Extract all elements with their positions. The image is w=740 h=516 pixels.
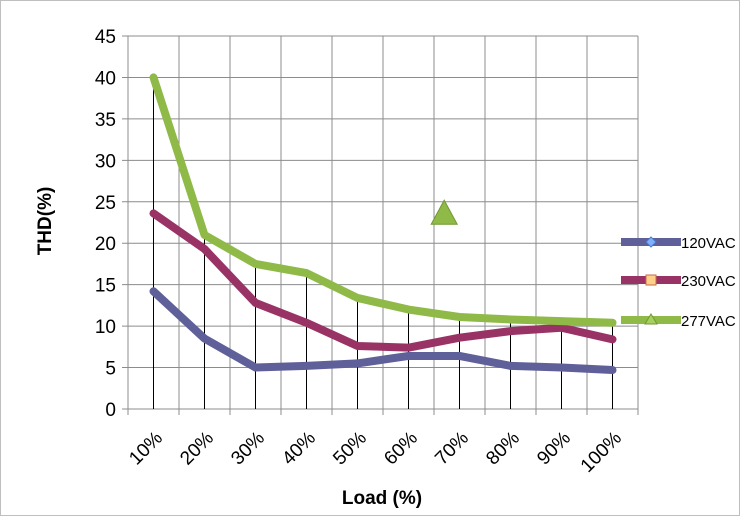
legend-label-230VAC: 230VAC	[681, 273, 736, 290]
y-axis-title: THD(%)	[35, 187, 56, 256]
x-tick-label: 70%	[431, 428, 473, 470]
square-icon	[645, 274, 657, 286]
y-tick-labels: 0 5 10 15 20 25 30 35 40 45	[95, 27, 116, 421]
x-tick-label: 100%	[577, 428, 626, 477]
x-tick-label: 30%	[227, 428, 269, 470]
x-tick-label: 90%	[533, 428, 575, 470]
x-tick-label: 20%	[176, 428, 218, 470]
y-tick-label: 30	[95, 151, 116, 172]
series-lines	[149, 73, 617, 375]
y-tick-label: 45	[95, 27, 116, 48]
series-line-120VAC	[149, 287, 617, 375]
x-tick-label: 50%	[329, 428, 371, 470]
series-line-277VAC	[149, 73, 617, 327]
triangle-icon	[644, 313, 658, 325]
x-tick-labels: 10% 20% 30% 40% 50% 60% 70% 80% 90% 100%	[125, 428, 626, 477]
legend-label-277VAC: 277VAC	[681, 313, 736, 330]
x-tick-label: 80%	[482, 428, 524, 470]
x-axis-title: Load (%)	[342, 488, 422, 509]
series-line-230VAC	[149, 209, 617, 352]
diamond-icon	[645, 236, 657, 248]
y-tick-label: 10	[95, 317, 116, 338]
x-tick-label: 40%	[278, 428, 320, 470]
triangle-marker	[430, 199, 459, 225]
y-tick-label: 25	[95, 193, 116, 214]
series-markers	[430, 199, 459, 225]
grid-lines	[122, 35, 639, 415]
y-tick-label: 40	[95, 68, 116, 89]
x-tick-label: 60%	[380, 428, 422, 470]
y-tick-label: 35	[95, 110, 116, 131]
y-tick-label: 5	[105, 359, 116, 380]
legend: 120VAC 230VAC 277VAC	[621, 235, 736, 330]
y-tick-label: 0	[105, 400, 116, 421]
y-tick-label: 20	[95, 234, 116, 255]
legend-label-120VAC: 120VAC	[681, 235, 736, 252]
y-tick-label: 15	[95, 276, 116, 297]
x-tick-label: 10%	[125, 428, 167, 470]
